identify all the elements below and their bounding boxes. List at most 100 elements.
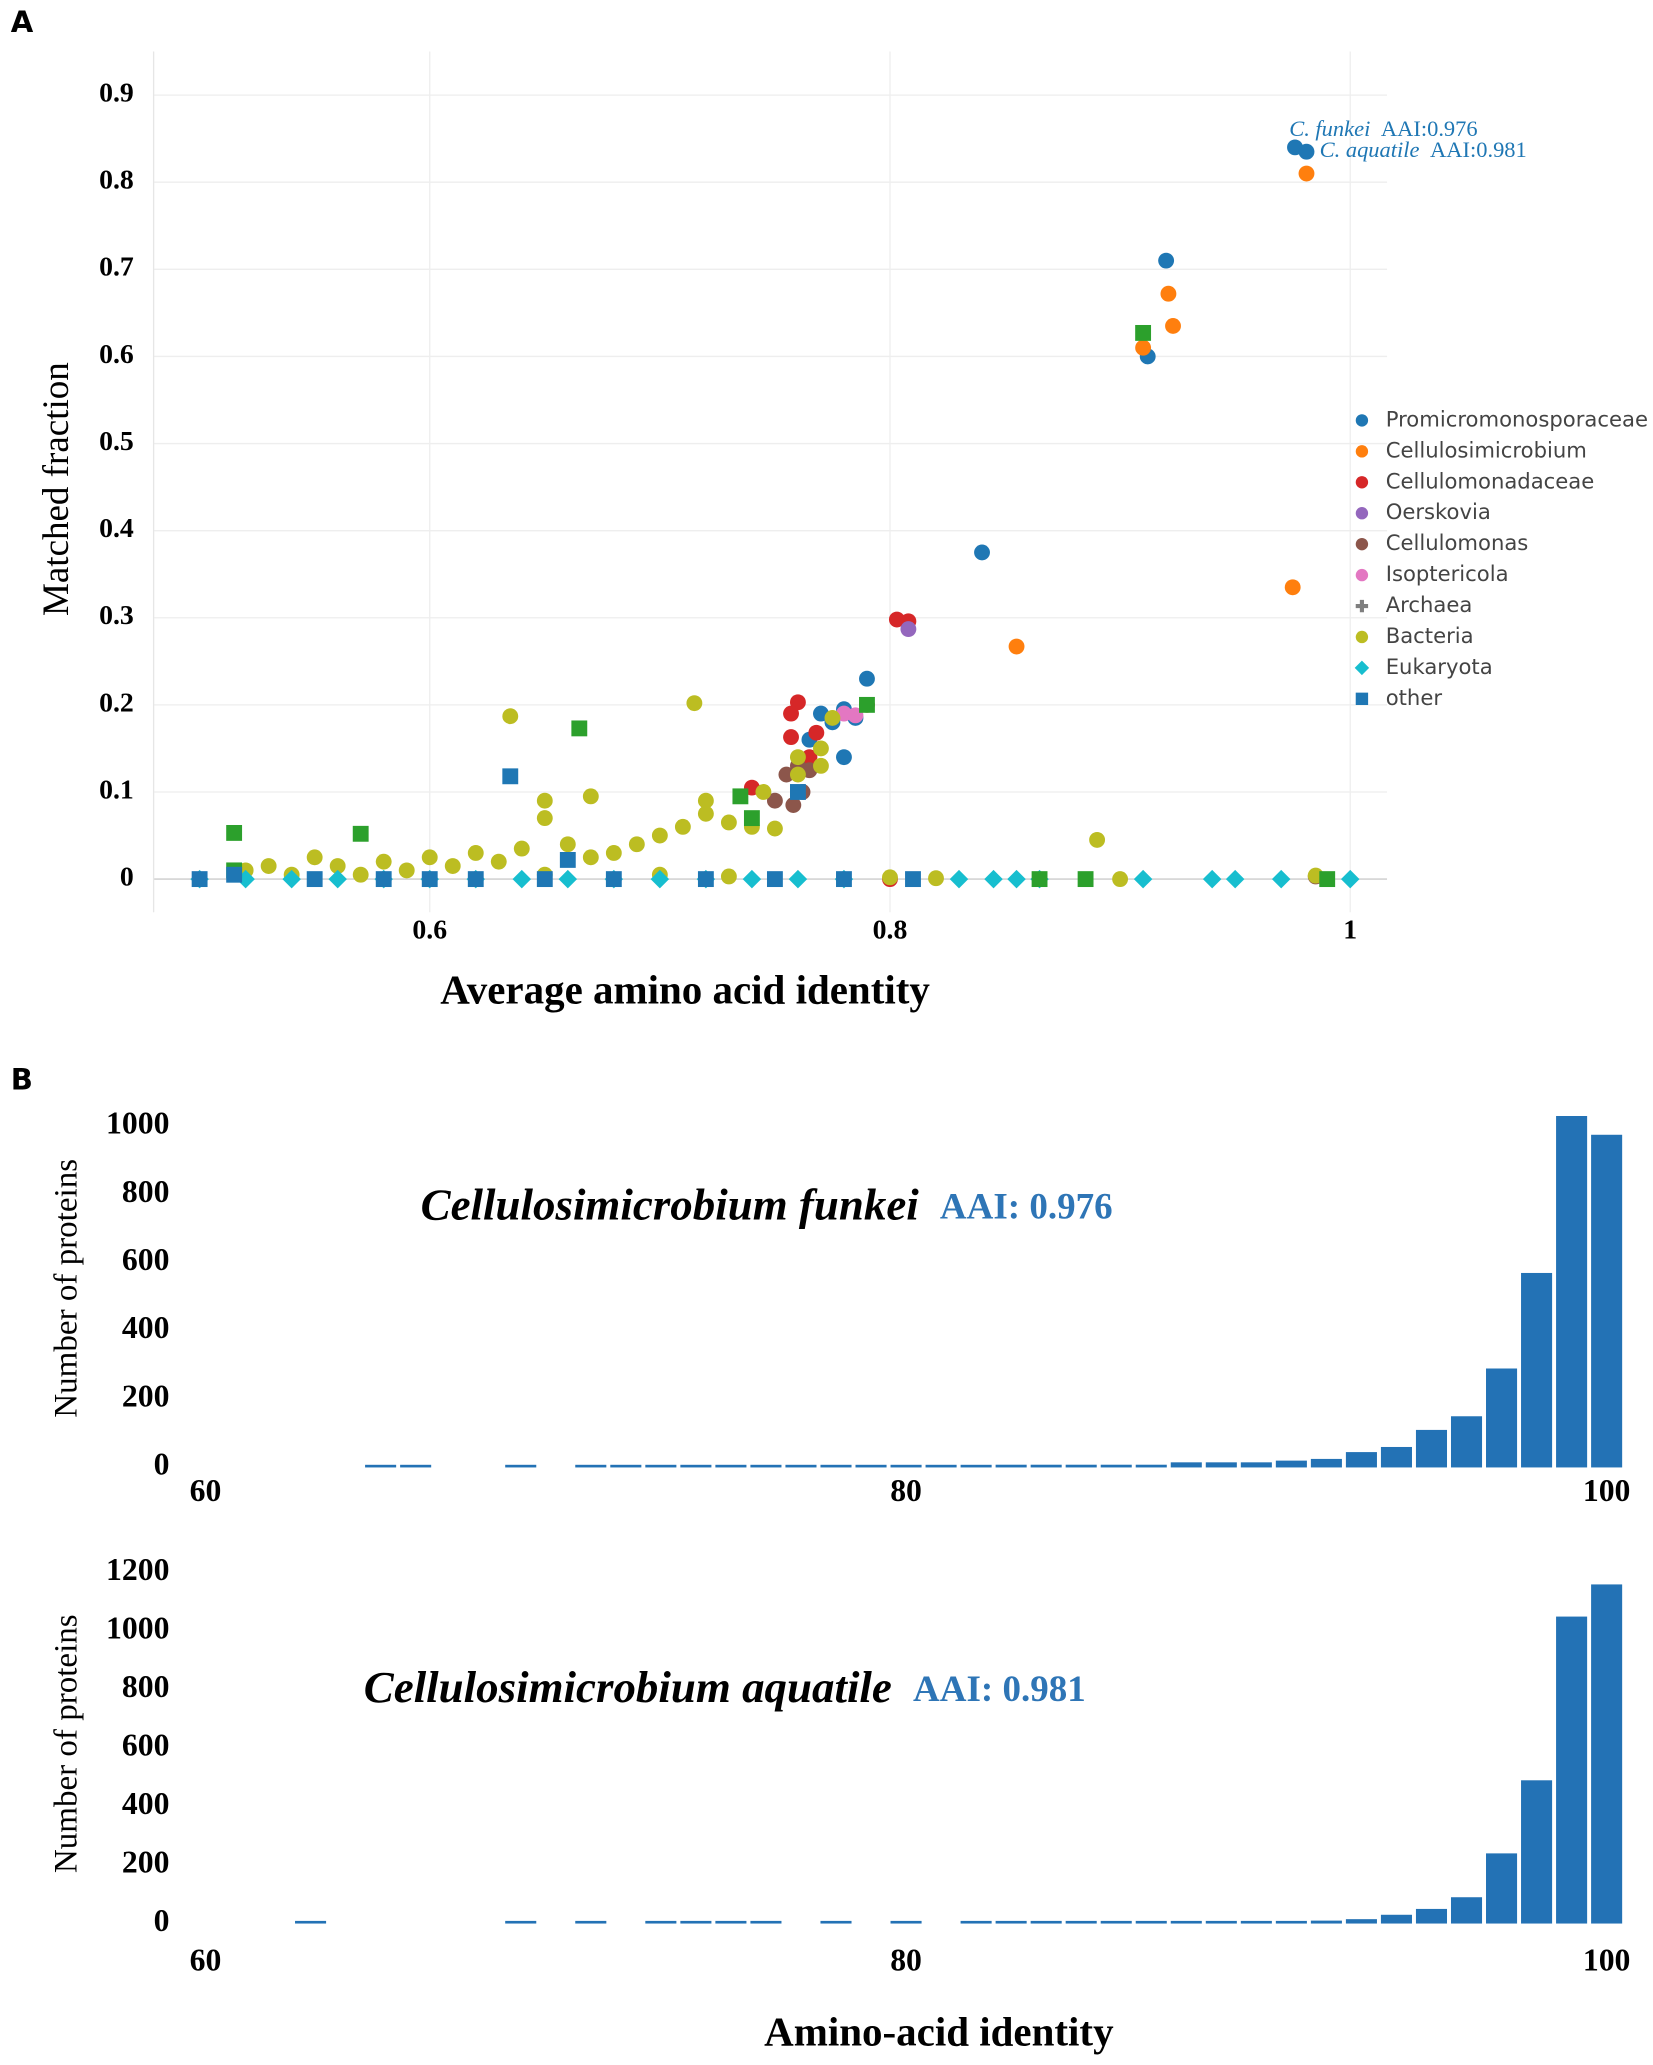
point	[502, 708, 519, 725]
point	[191, 871, 208, 888]
point	[605, 871, 622, 888]
y-tick-label: 600	[122, 1727, 170, 1762]
point	[375, 853, 392, 870]
bar	[610, 1464, 642, 1468]
bar	[645, 1464, 677, 1468]
point	[686, 695, 703, 712]
legend-label: Isoptericola	[1386, 561, 1509, 586]
bar	[680, 1920, 712, 1924]
bar	[1486, 1368, 1518, 1468]
point	[674, 818, 691, 835]
y-tick-label: 0.3	[99, 600, 134, 631]
bar	[750, 1920, 782, 1924]
point	[766, 871, 783, 888]
y-tick-label: 600	[122, 1242, 170, 1277]
bar	[1205, 1462, 1237, 1468]
point	[352, 825, 369, 842]
y-axis-label: Number of proteins	[49, 1159, 85, 1418]
point	[536, 792, 553, 809]
annotation: C. aquatile AAI:0.981	[1320, 137, 1527, 162]
point	[1089, 831, 1106, 848]
bar	[995, 1920, 1027, 1924]
point	[720, 814, 737, 831]
point	[1158, 252, 1175, 269]
bar	[1100, 1920, 1132, 1924]
x-tick-label: 100	[1583, 1473, 1631, 1508]
legend-marker	[1355, 599, 1369, 613]
bar	[1310, 1920, 1342, 1924]
x-tick-label: 0.8	[873, 914, 908, 945]
point	[1298, 143, 1315, 160]
point	[720, 868, 737, 885]
point	[732, 788, 749, 805]
point	[789, 766, 806, 783]
y-tick-label: 400	[122, 1310, 170, 1345]
point	[1008, 638, 1025, 655]
point	[260, 858, 277, 874]
point	[559, 851, 576, 868]
y-tick-label: 0.1	[99, 774, 134, 805]
bar	[1380, 1446, 1412, 1468]
point	[628, 836, 645, 853]
y-tick-label: 200	[122, 1844, 170, 1879]
y-tick-label: 0.6	[99, 339, 134, 370]
bar	[715, 1464, 747, 1468]
point	[329, 858, 346, 874]
point	[836, 749, 852, 766]
bar	[1380, 1914, 1412, 1924]
bar	[820, 1464, 852, 1468]
point	[1160, 285, 1177, 302]
point	[974, 544, 990, 561]
y-tick-label: 0	[120, 861, 134, 892]
legend-label: Oerskovia	[1386, 499, 1491, 524]
x-tick-label: 80	[890, 1942, 922, 1977]
point	[1135, 339, 1152, 356]
bar	[855, 1464, 887, 1468]
legend-label: other	[1386, 685, 1443, 710]
point	[398, 862, 415, 879]
point	[1165, 318, 1181, 334]
y-tick-label: 800	[122, 1669, 170, 1704]
subtitle: AAI: 0.976	[940, 1186, 1113, 1227]
point	[1319, 871, 1336, 888]
point	[421, 871, 438, 888]
histogram-title: Cellulosimicrobium aquatile AAI: 0.981	[364, 1663, 1086, 1713]
bar	[1556, 1116, 1588, 1468]
bar	[1415, 1429, 1448, 1468]
point	[650, 869, 670, 889]
point	[467, 871, 484, 888]
legend-label: Eukaryota	[1386, 654, 1493, 679]
x-tick-label: 100	[1583, 1942, 1631, 1977]
bar	[1030, 1920, 1062, 1924]
bar	[890, 1920, 922, 1924]
legend-marker	[1355, 537, 1369, 551]
point	[697, 871, 714, 888]
bar	[715, 1920, 747, 1924]
point	[1007, 869, 1026, 889]
bar	[1170, 1462, 1202, 1468]
legend-label: Bacteria	[1386, 623, 1474, 648]
legend-label: Cellulomonas	[1386, 530, 1529, 555]
bar	[1521, 1780, 1553, 1924]
point	[742, 869, 762, 889]
point	[824, 710, 841, 726]
legend-marker	[1355, 414, 1369, 427]
point	[1077, 871, 1094, 888]
bar	[785, 1464, 817, 1468]
bar	[1450, 1897, 1483, 1924]
bar	[960, 1464, 992, 1468]
y-tick-label: 0.7	[99, 252, 134, 283]
y-axis-label: Matched fraction	[36, 362, 77, 616]
point	[1031, 871, 1048, 888]
annotation-name: C. funkei	[1289, 116, 1370, 141]
point	[859, 696, 875, 713]
legend-marker	[1355, 476, 1369, 489]
legend-marker	[1355, 507, 1369, 520]
annotation-name: C. aquatile	[1320, 137, 1420, 162]
point	[490, 853, 507, 870]
bar	[400, 1464, 432, 1468]
y-tick-label: 1000	[106, 1106, 169, 1141]
x-tick-label: 60	[190, 1942, 222, 1977]
point	[306, 871, 323, 888]
bar	[1100, 1464, 1132, 1468]
